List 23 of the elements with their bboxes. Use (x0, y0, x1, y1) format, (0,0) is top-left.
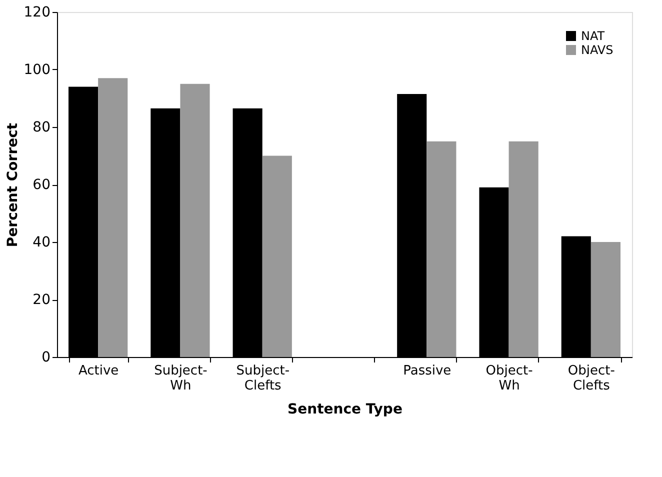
y-tick-label: 100 (24, 62, 50, 78)
y-tick-label: 0 (42, 350, 50, 366)
bar (98, 78, 128, 357)
y-tick-label: 60 (32, 177, 50, 193)
y-axis-title: Percent Correct (4, 122, 21, 248)
bar (426, 141, 456, 357)
bar (180, 84, 210, 357)
bar (508, 141, 538, 357)
x-tick-label: Subject-Wh (154, 364, 208, 394)
y-tick-label: 80 (32, 120, 50, 136)
y-tick-label: 20 (32, 292, 50, 308)
bar (590, 242, 620, 357)
legend-label: NAT (581, 29, 606, 43)
y-tick-label: 40 (32, 234, 50, 250)
legend-label: NAVS (581, 43, 614, 57)
x-tick-label: Active (78, 364, 119, 378)
x-tick-label: Passive (403, 364, 452, 378)
x-axis-title: Sentence Type (288, 402, 402, 418)
x-tick-label: Object-Wh (486, 364, 534, 394)
x-tick-label: Object-Clefts (568, 364, 616, 394)
y-tick-label: 120 (24, 4, 50, 20)
bar (262, 156, 292, 357)
x-tick-label: Subject-Clefts (236, 364, 290, 394)
